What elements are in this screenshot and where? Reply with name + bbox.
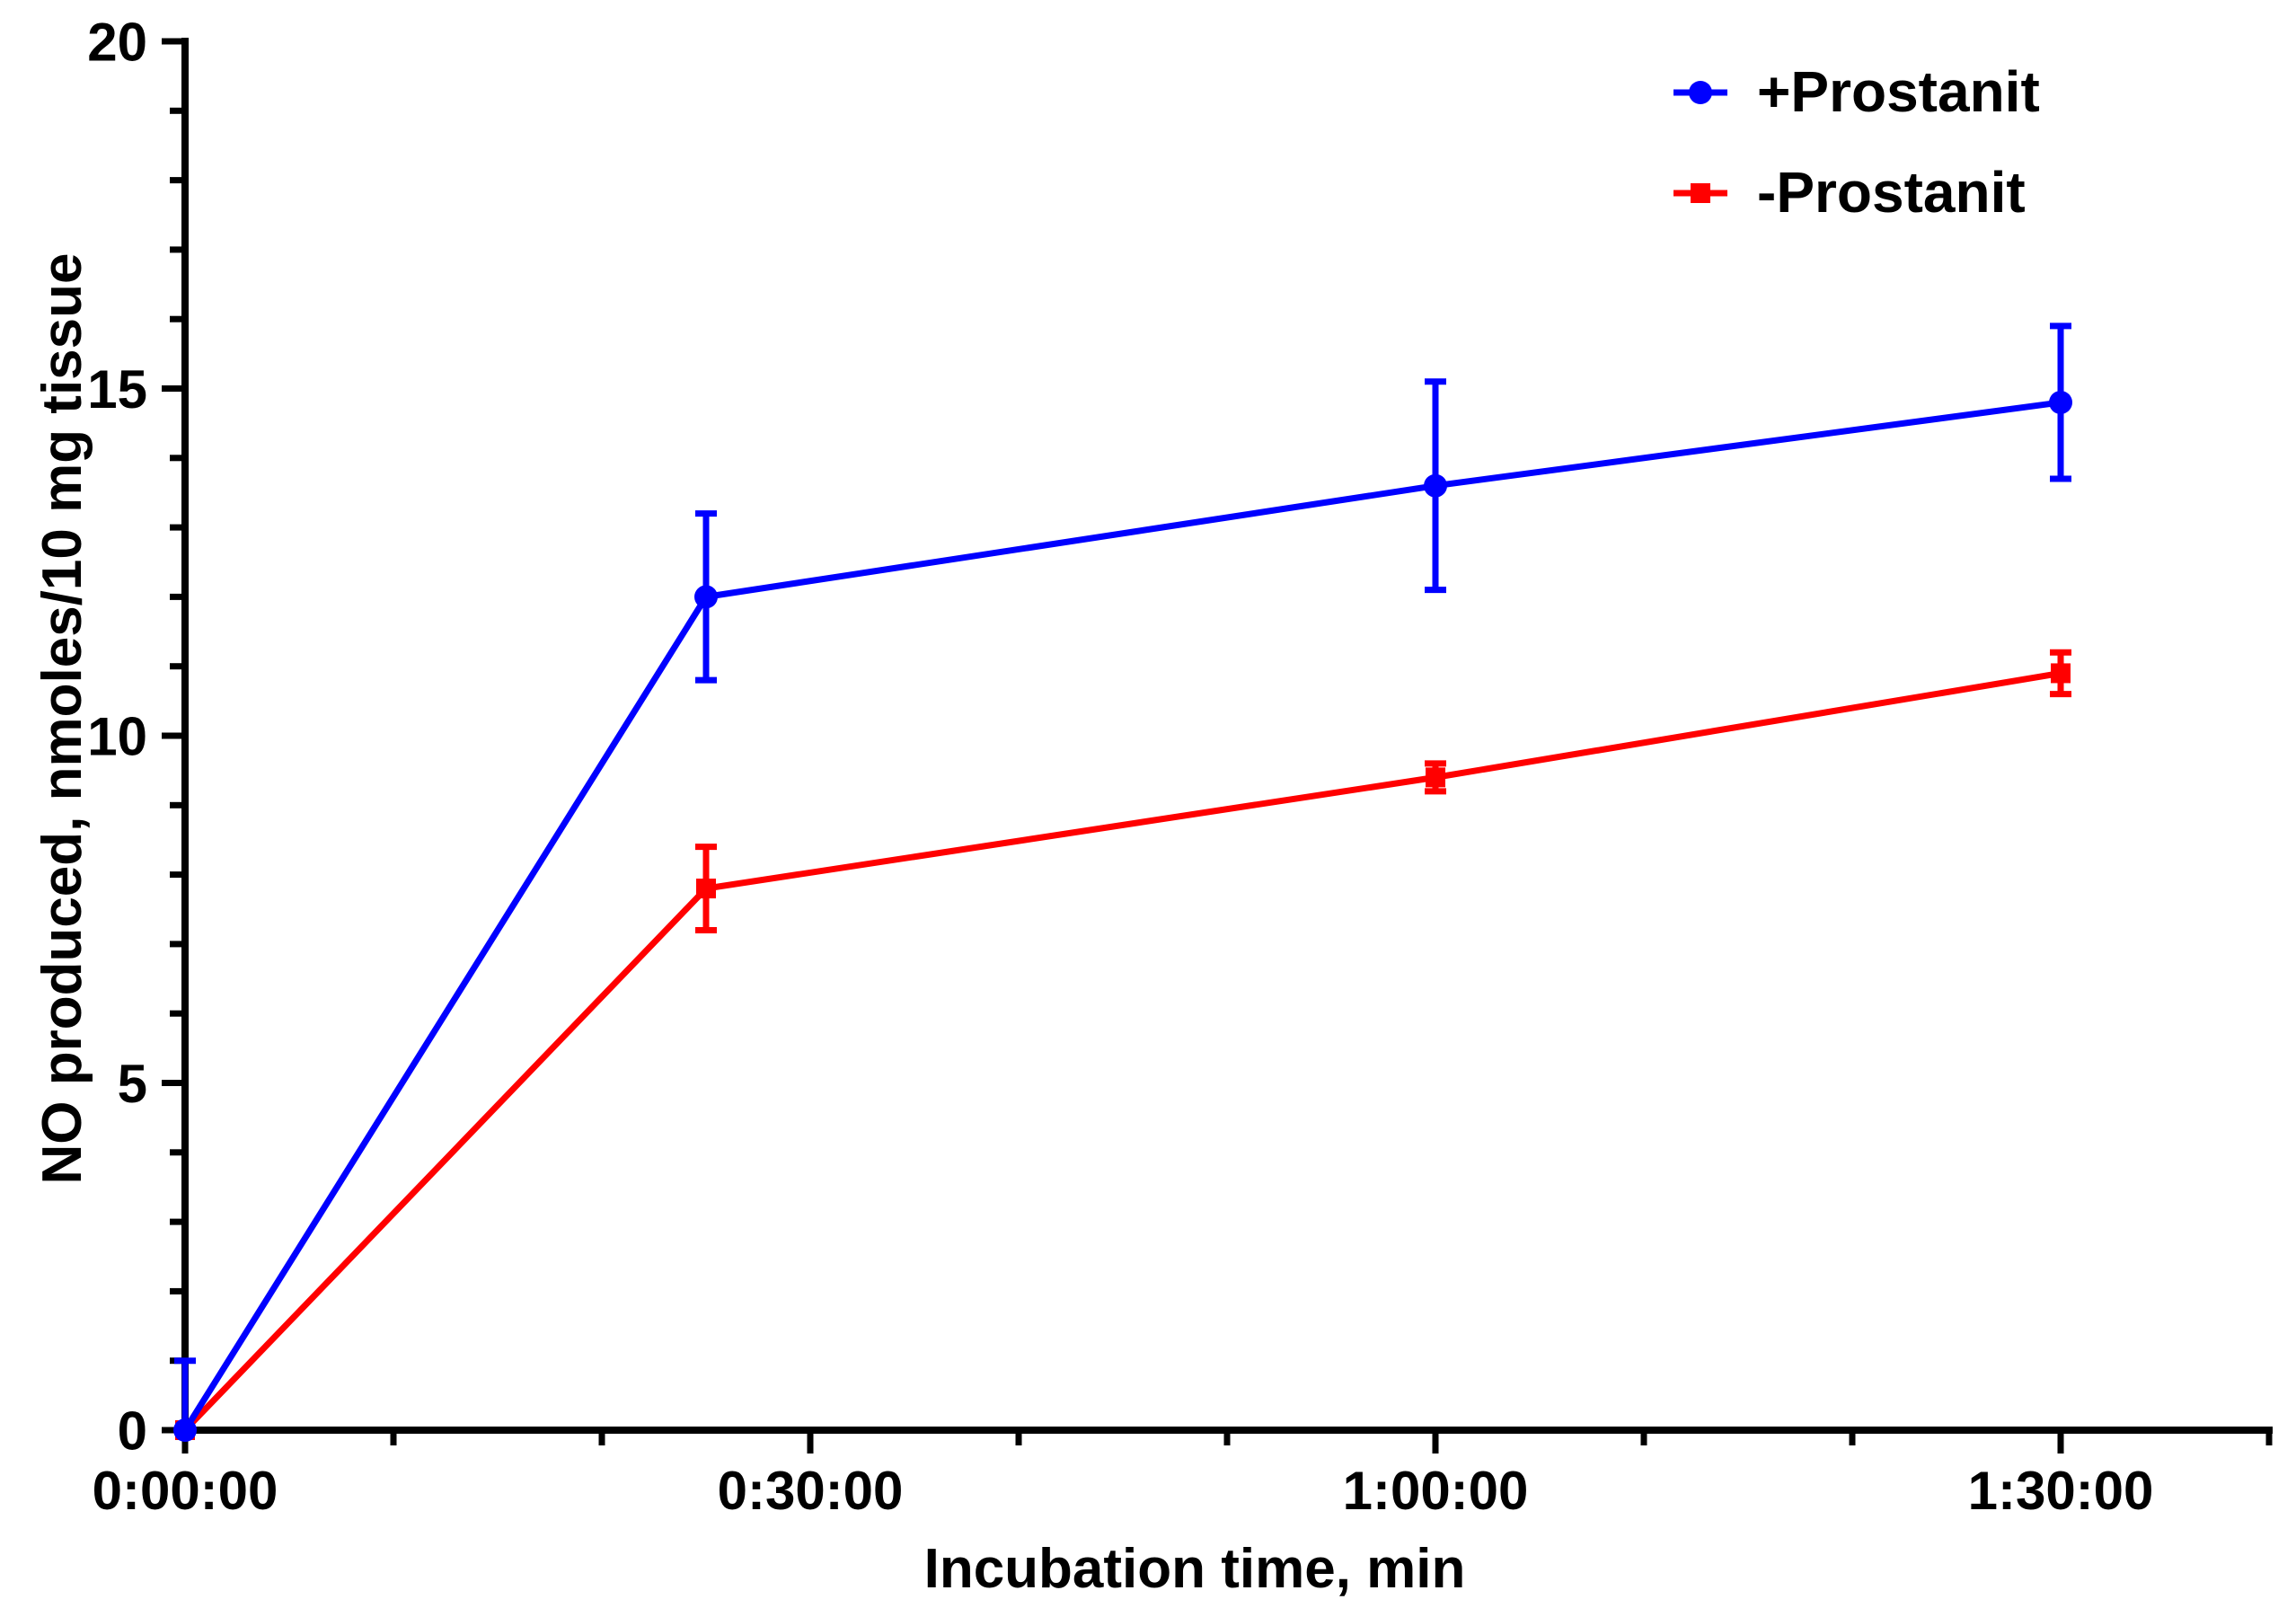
data-point-marker	[2049, 390, 2072, 414]
y-tick-label: 20	[87, 13, 147, 73]
x-axis-ticks: 0:00:00 0:30:00 1:00:00 1:30:00	[93, 1434, 2273, 1521]
legend-marker-prostanit	[1673, 81, 1727, 104]
x-tick-label: 1:30:00	[1968, 1461, 2154, 1521]
y-tick-label: 0	[118, 1401, 147, 1462]
legend-item-label-minus-prostanit: -Prostanit	[1757, 160, 2026, 225]
legend-marker-glyph	[1689, 81, 1712, 104]
x-tick-label: 0:00:00	[93, 1461, 278, 1521]
series-line	[182, 399, 2062, 1432]
data-point-marker	[696, 879, 716, 899]
legend-marker-prostanit	[1673, 183, 1727, 203]
x-axis-title: Incubation time, min	[923, 1538, 1466, 1600]
x-tick-label: 0:30:00	[718, 1461, 904, 1521]
series-prostanit	[175, 649, 2071, 1440]
x-tick-label: 1:00:00	[1343, 1461, 1529, 1521]
y-axis-title: NO produced, nmoles/10 mg tissue	[31, 252, 93, 1185]
y-tick-label: 5	[118, 1054, 147, 1114]
y-tick-label: 15	[87, 359, 147, 420]
data-point-marker	[2051, 663, 2071, 684]
series-line	[182, 669, 2062, 1433]
y-tick-label: 10	[87, 707, 147, 767]
legend-item-label-plus-prostanit: +Prostanit	[1757, 59, 2040, 124]
data-point-marker	[694, 585, 718, 609]
data-point-marker	[1426, 767, 1445, 788]
data-point-marker	[173, 1418, 197, 1442]
axes	[181, 38, 2273, 1434]
legend-marker-glyph	[1691, 183, 1710, 203]
series-prostanit	[173, 323, 2072, 1442]
data-point-marker	[1424, 473, 1447, 498]
y-axis-ticks: 0 5 10 15 20	[87, 13, 181, 1462]
